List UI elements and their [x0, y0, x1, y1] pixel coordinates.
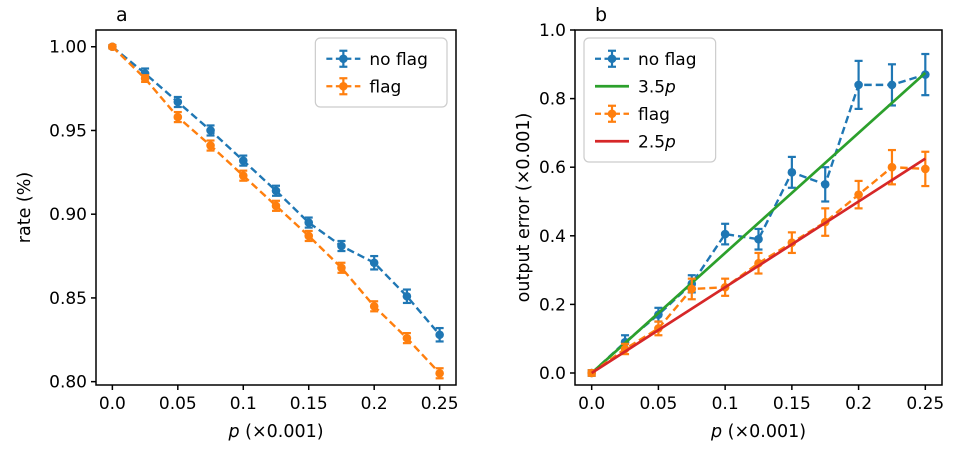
data-point-marker: [787, 168, 797, 177]
data-point-marker: [854, 190, 863, 199]
data-point-marker: [173, 97, 183, 107]
legend-marker-icon: [607, 109, 617, 119]
series-fit-3p5: [590, 71, 927, 374]
data-point-marker: [140, 74, 150, 83]
legend-marker-icon: [339, 54, 348, 64]
axes-frame: [95, 29, 457, 386]
y-tick-label: 0.4: [539, 227, 566, 247]
data-point-marker: [271, 186, 281, 196]
y-tick-label: 0.0: [539, 364, 566, 384]
legend-label: 3.5p: [638, 77, 676, 97]
data-point-marker: [435, 368, 444, 378]
legend-box: [583, 37, 717, 163]
x-tick-label: 0.1: [230, 394, 257, 414]
x-tick-label: 0.2: [845, 394, 872, 414]
series-dashed-line: [111, 45, 441, 375]
data-point-marker: [921, 164, 930, 174]
axes: 0.0 0.05 0.1 0.15 0.2 0.25 0.80 0.85 0.90 0.95 1.0…: [15, 4, 459, 442]
data-point-marker: [754, 234, 763, 244]
legend-label: no flag: [369, 50, 428, 70]
x-axis-label: p (×0.001): [710, 422, 806, 442]
y-tick-label: 1.00: [49, 38, 87, 58]
y-tick-label: 0.80: [49, 373, 87, 393]
axes-frame: [574, 29, 943, 386]
legend-label: flag: [638, 105, 670, 125]
x-tick-label: 0.05: [639, 394, 677, 414]
data-point-marker: [206, 141, 215, 150]
x-tick-label: 0.0: [578, 394, 605, 414]
data-point-marker: [271, 201, 281, 211]
legend-label: 2.5p: [638, 132, 676, 152]
y-tick-label: 0.6: [539, 158, 566, 178]
data-point-marker: [238, 156, 248, 165]
legend: no flag 3.5p flag 2.5p: [583, 37, 717, 163]
series-line: [590, 157, 927, 375]
x-tick-label: 0.1: [712, 394, 739, 414]
series-flag: [587, 148, 930, 378]
legend: no flag flag: [314, 37, 448, 108]
data-point-marker: [304, 218, 314, 227]
data-point-marker: [304, 231, 314, 241]
data-point-marker: [820, 180, 830, 189]
data-point-marker: [402, 291, 412, 301]
chart-panel-b: 0.0 0.05 0.1 0.15 0.2 0.25 0.0 0.2 0.4 0.6 0.8 1.0 p…: [514, 4, 944, 442]
series-dashed-line: [111, 45, 441, 336]
data-point-marker: [173, 112, 183, 122]
data-point-marker: [337, 241, 346, 251]
y-tick-label: 0.85: [49, 289, 87, 309]
y-tick-label: 0.95: [49, 121, 87, 141]
data-point-marker: [435, 330, 444, 340]
x-tick-label: 0.0: [99, 394, 126, 414]
legend-label: no flag: [638, 50, 697, 70]
legend-marker-icon: [607, 54, 617, 64]
data-point-marker: [369, 258, 379, 268]
data-point-marker: [108, 42, 117, 52]
data-point-marker: [206, 126, 215, 135]
data-point-marker: [887, 80, 897, 90]
y-tick-label: 0.8: [539, 90, 566, 110]
data-point-marker: [887, 162, 897, 172]
y-axis-label: rate (%): [15, 172, 35, 243]
data-point-marker: [369, 301, 379, 311]
panel-label: b: [595, 4, 607, 26]
x-tick-label: 0.2: [361, 394, 388, 414]
legend-marker-icon: [339, 81, 348, 91]
x-tick-label: 0.25: [906, 394, 944, 414]
data-point-marker: [854, 80, 863, 90]
series-flag: [108, 42, 444, 380]
x-tick-label: 0.25: [421, 394, 459, 414]
panel-label: a: [116, 4, 128, 26]
series-fit-2p5: [590, 157, 927, 375]
data-point-marker: [687, 284, 697, 294]
x-axis-label: p (×0.001): [227, 422, 323, 442]
x-tick-label: 0.15: [290, 394, 328, 414]
y-axis-label: output error (×0.001): [514, 113, 534, 303]
data-point-marker: [238, 171, 248, 180]
data-point-marker: [402, 333, 412, 343]
legend-label: flag: [369, 77, 401, 97]
axes: 0.0 0.05 0.1 0.15 0.2 0.25 0.0 0.2 0.4 0.6 0.8 1.0 p…: [514, 4, 944, 442]
series-line: [590, 71, 927, 374]
data-point-marker: [720, 229, 730, 239]
chart-panel-a: 0.0 0.05 0.1 0.15 0.2 0.25 0.80 0.85 0.90 0.95 1.0…: [15, 4, 459, 442]
data-point-marker: [337, 263, 346, 273]
y-tick-label: 1.0: [539, 21, 566, 41]
x-tick-label: 0.05: [159, 394, 197, 414]
y-tick-label: 0.90: [49, 205, 87, 225]
y-tick-label: 0.2: [539, 295, 566, 315]
x-tick-label: 0.15: [773, 394, 811, 414]
legend-box: [314, 37, 448, 108]
